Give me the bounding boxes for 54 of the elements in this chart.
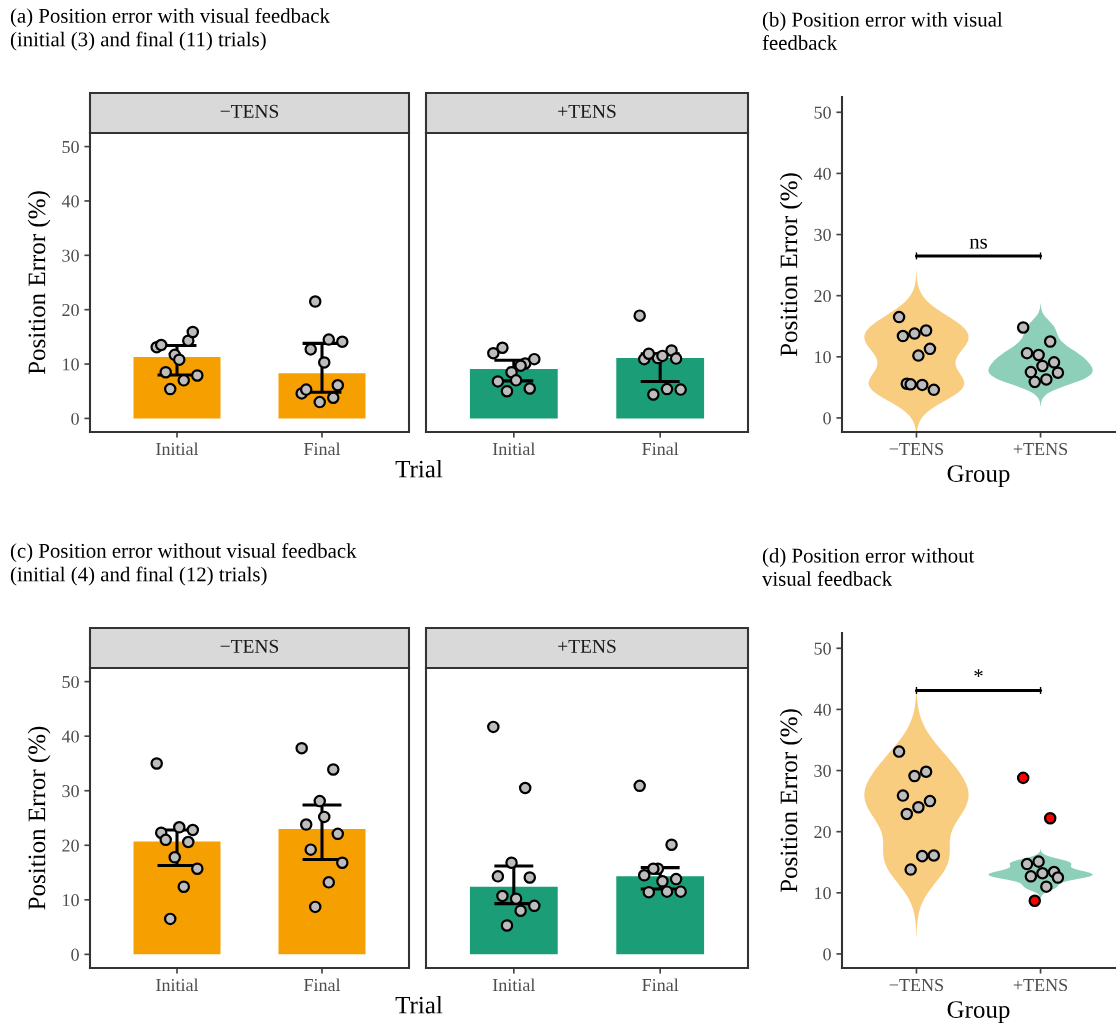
y-tick-label: 40: [61, 730, 79, 743]
x-tick-label: +TENS: [1013, 442, 1068, 456]
y-tick-label: 10: [63, 894, 79, 907]
y-tick-label: 0: [823, 948, 831, 961]
annotation: *: [974, 669, 983, 677]
y-tick-label: 40: [61, 195, 79, 208]
x-tick-label: −TENS: [889, 978, 943, 992]
x-tick-label: Final: [642, 442, 679, 456]
x-tick-label: Final: [303, 978, 341, 992]
y-tick-label: 40: [813, 167, 831, 180]
chart-subtitle: +TENS: [558, 639, 616, 653]
chart-subtitle: −TENS: [220, 104, 279, 118]
x-tick-label: Initial: [492, 978, 536, 992]
y-tick-label: 30: [814, 228, 831, 241]
x-axis-title: Group: [947, 1001, 1010, 1024]
y-tick-label: 20: [62, 839, 79, 852]
y-tick-label: 30: [62, 784, 79, 798]
y-tick-label: 50: [814, 642, 831, 655]
chart-title: (b) Position error with visual feedback: [762, 12, 1003, 50]
y-tick-label: 50: [62, 140, 79, 154]
y-tick-label: 50: [814, 106, 831, 119]
x-tick-label: Initial: [156, 978, 199, 992]
y-tick-label: 50: [62, 675, 79, 689]
annotation: ns: [969, 238, 988, 249]
y-tick-label: 0: [71, 412, 79, 425]
y-tick-label: 10: [815, 887, 831, 900]
y-tick-label: 20: [814, 825, 831, 839]
x-tick-label: Initial: [492, 442, 536, 456]
x-tick-label: +TENS: [1013, 978, 1068, 992]
y-tick-label: 30: [814, 764, 831, 777]
chart-title: (d) Position error without visual feedback: [762, 548, 975, 586]
x-axis-title: Group: [947, 465, 1010, 488]
y-axis-title: Position Error (%): [779, 173, 803, 357]
y-tick-label: 40: [813, 703, 831, 716]
y-tick-label: 10: [63, 358, 79, 371]
y-tick-label: 0: [71, 948, 79, 961]
y-tick-label: 10: [815, 351, 831, 364]
y-axis-title: Position Error (%): [27, 726, 51, 910]
x-tick-label: Final: [303, 442, 341, 456]
y-axis-title: Position Error (%): [779, 709, 803, 893]
y-tick-label: 20: [814, 289, 831, 303]
x-tick-label: Initial: [156, 442, 199, 456]
x-axis-title: Trial: [395, 460, 443, 478]
chart-subtitle: +TENS: [558, 104, 616, 118]
chart-subtitle: −TENS: [220, 639, 279, 653]
x-tick-label: −TENS: [889, 442, 943, 456]
y-tick-label: 20: [62, 303, 79, 317]
y-axis-title: Position Error (%): [27, 191, 51, 375]
y-tick-label: 30: [62, 249, 79, 262]
chart-title: (c) Position error without visual feedback (initial (4) and final (12) trials): [10, 543, 357, 586]
x-axis-title: Trial: [395, 996, 443, 1014]
y-tick-label: 0: [823, 412, 831, 425]
x-tick-label: Final: [642, 978, 679, 992]
chart-title: (a) Position error with visual feedback (initial (3) and final (11) trials): [10, 8, 330, 51]
